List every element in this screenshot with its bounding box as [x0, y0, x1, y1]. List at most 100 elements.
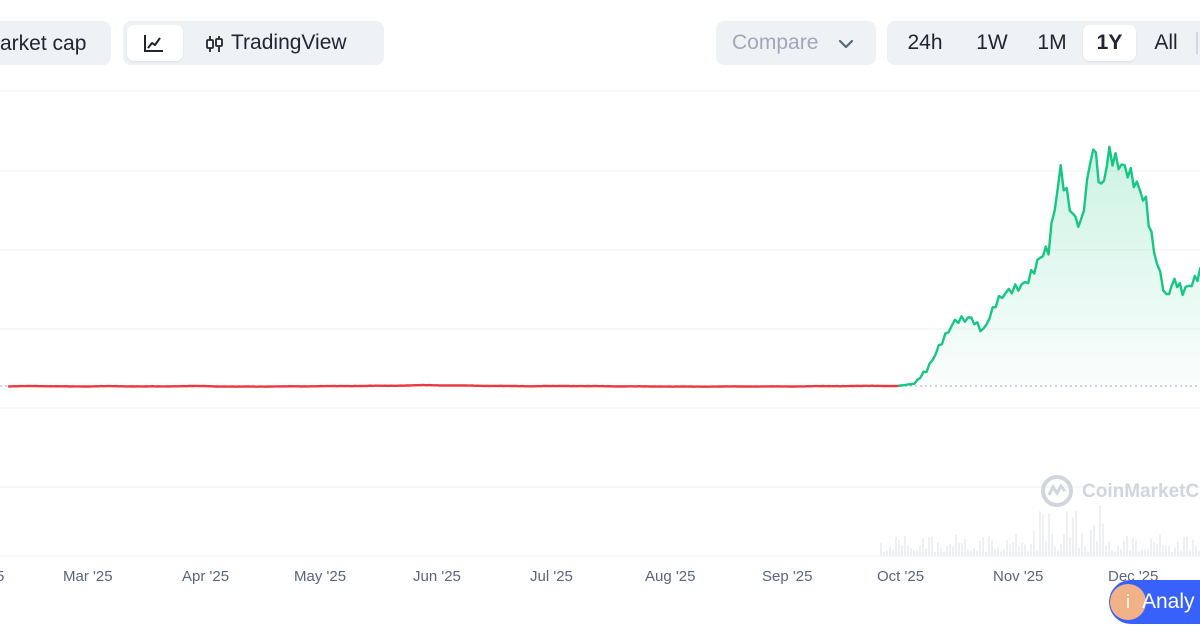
x-tick-label: 5	[0, 568, 5, 585]
volume-bar	[1177, 541, 1179, 556]
volume-bar	[1186, 536, 1188, 556]
volume-bar	[1168, 546, 1170, 556]
volume-bar	[1036, 550, 1038, 556]
volume-bar	[1138, 551, 1140, 556]
volume-bar	[1108, 541, 1110, 556]
volume-bar	[1117, 545, 1119, 556]
range-divider	[1196, 32, 1198, 54]
volume-bar	[1048, 513, 1050, 556]
x-tick-label: Apr '25	[182, 568, 230, 585]
volume-bar	[1135, 540, 1137, 556]
volume-bar	[1174, 547, 1176, 556]
volume-bar	[1096, 540, 1098, 556]
volume-bar	[1045, 541, 1047, 556]
x-tick-label: Nov '25	[993, 568, 1044, 585]
tradingview-label: TradingView	[231, 31, 347, 54]
volume-bar	[910, 548, 912, 556]
compare-label: Compare	[732, 31, 819, 54]
volume-bar	[907, 545, 909, 556]
volume-bar	[976, 550, 978, 556]
volume-bar	[1063, 534, 1065, 556]
volume-bar	[1060, 543, 1062, 556]
volume-bar	[961, 543, 963, 556]
volume-bar	[1003, 549, 1005, 556]
volume-bar	[922, 538, 924, 556]
volume-bar	[1033, 530, 1035, 556]
volume-bar	[1147, 549, 1149, 556]
volume-bar	[1192, 539, 1194, 556]
volume-bar	[886, 550, 888, 556]
volume-bar	[1000, 551, 1002, 556]
volume-bar	[1153, 542, 1155, 556]
volume-bar	[1114, 551, 1116, 556]
volume-bar	[1123, 540, 1125, 556]
x-tick-label: Jul '25	[530, 568, 573, 585]
range-1y-button[interactable]: 1Y	[1083, 25, 1136, 61]
volume-bar	[991, 540, 993, 556]
chart-type-switch: TradingView	[123, 21, 384, 65]
chevron-down-icon	[838, 39, 854, 49]
x-tick-label: May '25	[294, 568, 347, 585]
volume-bar	[892, 549, 894, 556]
range-1w-button[interactable]: 1W	[976, 31, 1008, 54]
volume-bar	[1078, 547, 1080, 556]
volume-bar	[979, 540, 981, 556]
x-tick-label: Mar '25	[63, 568, 113, 585]
x-tick-label: Jun '25	[413, 568, 461, 585]
volume-bar	[964, 539, 966, 556]
watermark-text: CoinMarketC	[1082, 481, 1200, 502]
market-cap-tab[interactable]: arket cap	[0, 21, 111, 65]
volume-bar	[901, 545, 903, 556]
volume-bar	[1030, 544, 1032, 556]
volume-bar	[1198, 551, 1200, 556]
volume-bar	[1162, 545, 1164, 556]
volume-bar	[916, 550, 918, 556]
compare-dropdown[interactable]: Compare	[716, 21, 876, 65]
volume-bar	[1150, 538, 1152, 556]
volume-bar	[1054, 546, 1056, 556]
volume-bar	[943, 551, 945, 556]
candlestick-icon	[206, 36, 223, 52]
volume-bar	[1012, 542, 1014, 556]
volume-bar	[949, 544, 951, 556]
analytics-button[interactable]: i Analy	[1109, 580, 1200, 624]
coinmarketcap-watermark: CoinMarketC	[1040, 474, 1200, 510]
range-1m-button[interactable]: 1M	[1037, 31, 1067, 54]
volume-bar	[1120, 548, 1122, 556]
volume-bar	[1051, 534, 1053, 556]
volume-bar	[1099, 505, 1101, 556]
volume-bar	[946, 545, 948, 556]
volume-bar	[1057, 550, 1059, 556]
volume-bar	[1027, 551, 1029, 556]
range-all-button[interactable]: All	[1154, 31, 1178, 54]
volume-bar	[1015, 534, 1017, 556]
volume-bar	[1090, 530, 1092, 556]
volume-bar	[1144, 549, 1146, 556]
range-24h-button[interactable]: 24h	[907, 31, 943, 54]
volume-bar	[967, 549, 969, 556]
volume-bar	[1141, 549, 1143, 556]
volume-bar	[925, 548, 927, 556]
volume-bar	[1102, 523, 1104, 556]
volume-bar	[1195, 545, 1197, 556]
volume-bar	[1132, 538, 1134, 556]
volume-bar	[889, 546, 891, 556]
line-chart-button[interactable]	[127, 25, 183, 61]
volume-bar	[958, 542, 960, 556]
volume-bar	[934, 551, 936, 556]
volume-bar	[1006, 540, 1008, 556]
tradingview-button[interactable]: TradingView	[193, 25, 383, 61]
volume-bar	[1189, 550, 1191, 556]
time-range-switch: 24h 1W 1M 1Y All	[887, 21, 1200, 65]
volume-bars	[880, 505, 1200, 556]
volume-bar	[985, 551, 987, 556]
volume-bar	[937, 542, 939, 556]
volume-bar	[1156, 543, 1158, 556]
volume-bar	[1072, 517, 1074, 556]
volume-bar	[913, 550, 915, 556]
volume-bar	[880, 542, 882, 556]
volume-bar	[1129, 550, 1131, 556]
volume-bar	[970, 550, 972, 556]
volume-bar	[1183, 537, 1185, 556]
